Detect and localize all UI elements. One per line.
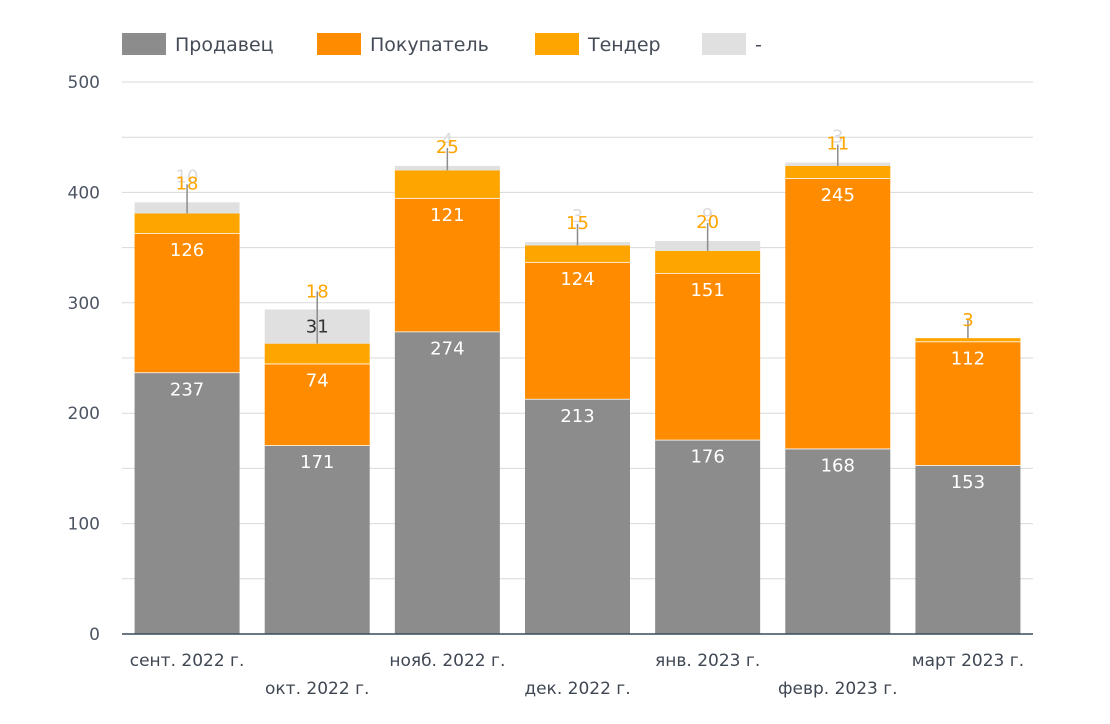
data-label: 3 <box>832 127 843 148</box>
legend: Продавец Покупатель Тендер - <box>122 33 762 56</box>
bar-segment <box>785 165 891 179</box>
data-label: 171 <box>300 452 334 473</box>
data-label: 74 <box>306 371 329 392</box>
data-label: 11 <box>826 134 849 155</box>
bar-segment <box>134 372 240 634</box>
bar-segment <box>785 178 891 449</box>
bar-segment <box>394 331 500 634</box>
data-label: 176 <box>690 447 724 468</box>
bars <box>134 162 1021 634</box>
data-label: 15 <box>566 213 589 234</box>
data-label: 151 <box>690 280 724 301</box>
data-label: 274 <box>430 339 464 360</box>
y-tick-label: 500 <box>68 73 100 93</box>
bar-segment <box>134 233 240 373</box>
legend-label: - <box>755 34 762 56</box>
data-label: 237 <box>170 379 204 400</box>
legend-swatch <box>535 33 579 55</box>
legend-swatch <box>702 33 746 55</box>
data-label: 10 <box>176 166 199 187</box>
bar-segment <box>525 261 630 399</box>
x-tick-label: окт. 2022 г. <box>265 679 369 699</box>
bar-segment <box>655 250 761 273</box>
data-label: 3 <box>572 206 583 227</box>
data-label: 124 <box>560 269 594 290</box>
bar-segment <box>915 338 1021 342</box>
bar-segment <box>264 343 370 364</box>
data-label: 18 <box>306 281 329 302</box>
y-tick-label: 200 <box>68 404 100 424</box>
data-label: 213 <box>560 406 594 427</box>
bar-segment <box>394 197 500 332</box>
x-tick-label: янв. 2023 г. <box>655 651 760 671</box>
data-label: 25 <box>436 137 459 158</box>
axes: 0 100 200 300 400 500 сент. 2022 г. окт. 2022 г… <box>68 73 1033 699</box>
bar-segment <box>264 445 370 634</box>
bar-segment <box>915 465 1021 634</box>
data-label: 3 <box>962 310 973 331</box>
bar-segment <box>525 398 630 634</box>
data-label: 245 <box>821 185 855 206</box>
data-label: 168 <box>821 456 855 477</box>
bar-segment <box>134 213 240 234</box>
legend-label: Покупатель <box>370 34 489 56</box>
legend-swatch <box>317 33 361 55</box>
data-label: 9 <box>702 205 713 226</box>
data-label: 20 <box>696 212 719 233</box>
bar-segment <box>785 448 891 634</box>
bar-segment <box>264 363 370 446</box>
x-tick-label: сент. 2022 г. <box>130 651 245 671</box>
bar-segment <box>655 439 761 634</box>
y-tick-label: 100 <box>68 515 100 535</box>
legend-label: Продавец <box>175 34 274 56</box>
y-tick-label: 0 <box>89 625 100 645</box>
x-tick-label: дек. 2022 г. <box>524 679 630 699</box>
data-label: 4 <box>442 130 453 151</box>
data-label: 112 <box>951 348 985 369</box>
data-label: 153 <box>951 472 985 493</box>
x-tick-label: февр. 2023 г. <box>778 679 898 699</box>
data-label: 126 <box>170 240 204 261</box>
y-tick-label: 400 <box>68 183 100 203</box>
bar-segment <box>655 272 761 440</box>
legend-label: Тендер <box>587 34 661 56</box>
bar-segment <box>394 170 500 198</box>
data-label: 31 <box>306 316 329 337</box>
bar-segment <box>915 341 1021 466</box>
data-label: 18 <box>176 173 199 194</box>
y-tick-label: 300 <box>68 294 100 314</box>
data-labels: 2371261018171743118274121425213124315176… <box>170 127 985 493</box>
x-tick-label: март 2023 г. <box>912 651 1024 671</box>
data-label: 121 <box>430 205 464 226</box>
legend-swatch <box>122 33 166 55</box>
bar-segment <box>525 245 630 262</box>
x-tick-label: нояб. 2022 г. <box>389 651 505 671</box>
